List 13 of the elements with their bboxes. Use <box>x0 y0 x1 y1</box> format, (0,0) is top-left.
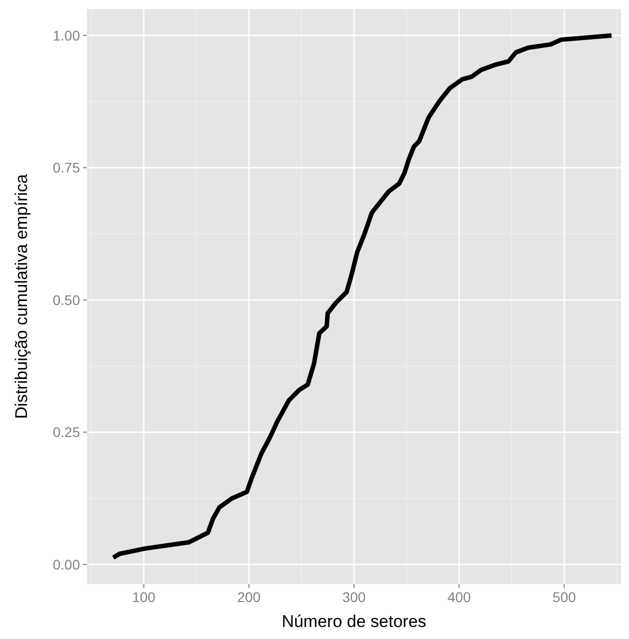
y-tick-label: 0.00 <box>52 556 80 572</box>
y-tick-label: 0.25 <box>52 424 80 440</box>
y-axis-title: Distribuição cumulativa empírica <box>12 174 31 419</box>
line-series <box>111 33 614 560</box>
x-tick-label: 200 <box>237 589 261 605</box>
x-tick-label: 100 <box>132 589 156 605</box>
x-tick-label: 300 <box>342 589 366 605</box>
y-tick-label: 1.00 <box>52 27 80 44</box>
y-tick-label: 0.50 <box>52 292 80 308</box>
x-tick-label: 500 <box>552 589 576 605</box>
y-tick-label: 0.75 <box>52 160 80 176</box>
x-tick-label: 400 <box>447 589 472 605</box>
x-axis-title: Número de setores <box>282 612 426 631</box>
